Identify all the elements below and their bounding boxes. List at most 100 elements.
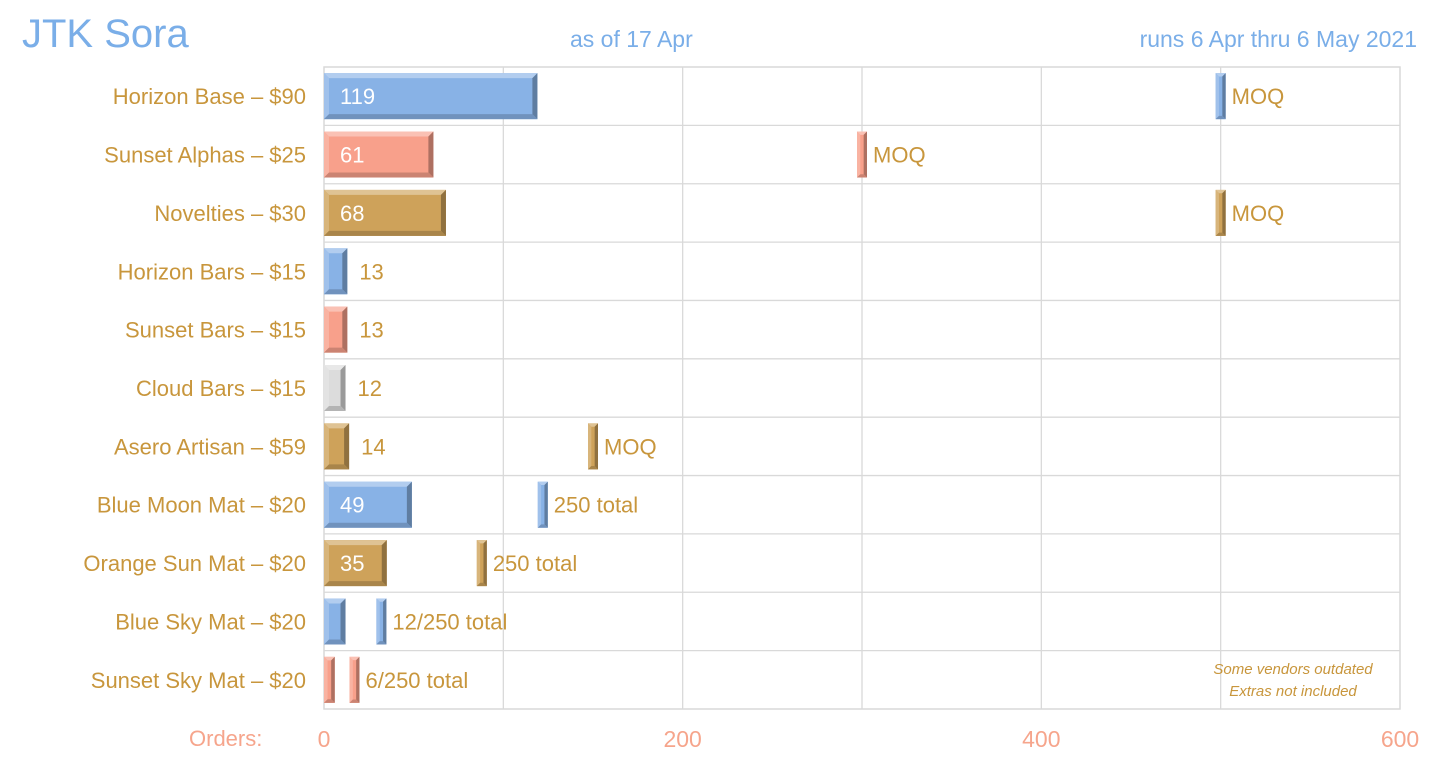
marker-label: 250 total: [554, 493, 638, 518]
bar: [324, 656, 335, 703]
bar: [324, 540, 387, 587]
target-marker-bevel-right: [1222, 73, 1226, 120]
target-marker-bevel-bottom: [1215, 232, 1226, 236]
bar-bevel-right: [342, 306, 348, 353]
marker-label: MOQ: [1232, 201, 1285, 226]
bar-bevel-right: [532, 73, 538, 120]
category-label: Asero Artisan – $59: [114, 434, 306, 459]
x-tick-label: 200: [663, 726, 701, 752]
target-marker-bevel-right: [383, 598, 387, 645]
footnote: Some vendors outdated Extras not include…: [1193, 659, 1393, 703]
bar-bevel-bottom: [324, 114, 538, 120]
bar-bevel-bottom: [324, 172, 434, 178]
target-marker: [476, 540, 487, 587]
bar-bevel-top: [324, 248, 348, 254]
marker-label: 12/250 total: [392, 609, 507, 634]
data-label: 13: [359, 318, 383, 343]
target-marker-bevel-bottom: [537, 524, 548, 528]
marker-label: MOQ: [873, 143, 926, 168]
target-marker-bevel-left: [476, 540, 481, 587]
target-marker-bevel-left: [857, 131, 861, 178]
target-marker-bevel-left: [1215, 189, 1219, 236]
bar: [324, 306, 348, 353]
bar-bevel-left: [324, 131, 329, 178]
category-label: Horizon Base – $90: [113, 84, 306, 109]
bar-bevel-bottom: [324, 522, 412, 528]
chart-title: JTK Sora: [22, 12, 189, 56]
target-marker-face: [376, 598, 387, 645]
bar-face: [324, 656, 335, 703]
bar-face: [324, 365, 346, 411]
orders-axis-label: Orders:: [189, 726, 263, 751]
bar-bevel-top: [324, 598, 346, 604]
target-marker-face: [349, 656, 360, 703]
target-marker-bevel-left: [537, 481, 542, 528]
bar-bevel-left: [324, 248, 329, 295]
target-marker-bevel-top: [1215, 189, 1226, 194]
target-marker-bevel-bottom: [588, 466, 598, 470]
data-label: 13: [359, 259, 383, 284]
target-marker-bevel-left: [376, 598, 380, 645]
target-marker-bevel-top: [376, 598, 387, 602]
data-label: 12: [358, 376, 382, 401]
target-marker-face: [537, 481, 548, 528]
target-marker-bevel-left: [1215, 73, 1219, 120]
bar-bevel-top: [324, 306, 348, 312]
target-marker-bevel-right: [594, 423, 598, 470]
marker-label: MOQ: [604, 434, 657, 459]
category-label: Sunset Bars – $15: [125, 318, 306, 343]
bar: [324, 365, 346, 411]
bar-bevel-bottom: [324, 581, 387, 587]
x-tick-label: 600: [1381, 726, 1419, 752]
bar: [324, 481, 412, 528]
target-marker-face: [1215, 189, 1226, 236]
bar-bevel-left: [324, 540, 329, 587]
x-tick-label: 0: [318, 726, 331, 752]
data-label: 68: [340, 201, 364, 226]
bar-bevel-right: [344, 423, 350, 470]
target-marker-face: [588, 423, 598, 470]
target-marker-bevel-bottom: [476, 582, 487, 587]
bar-bevel-bottom: [324, 639, 346, 645]
bar-bevel-top: [324, 365, 346, 370]
target-marker-bevel-bottom: [349, 699, 360, 703]
target-marker-face: [476, 540, 487, 587]
bar-bevel-right: [440, 189, 446, 236]
target-marker-bevel-bottom: [376, 641, 387, 645]
bar-bevel-left: [324, 189, 329, 236]
as-of-date: as of 17 Apr: [570, 26, 693, 52]
bar-face: [324, 73, 538, 120]
x-tick-label: 400: [1022, 726, 1060, 752]
bar-bevel-right: [340, 365, 346, 411]
target-marker-bevel-right: [483, 540, 487, 587]
bar-bevel-left: [324, 656, 328, 703]
bar-bevel-bottom: [324, 406, 346, 411]
target-marker-bevel-right: [1222, 189, 1226, 236]
target-marker-bevel-top: [1215, 73, 1226, 77]
target-marker-face: [1215, 73, 1226, 120]
bar-face: [324, 540, 387, 587]
data-label: 35: [340, 551, 364, 576]
bar-bevel-right: [428, 131, 434, 178]
bar-bevel-top: [324, 540, 387, 546]
data-label: 119: [340, 84, 375, 109]
target-marker: [1215, 189, 1226, 236]
bar-face: [324, 248, 348, 295]
bar-bevel-bottom: [324, 464, 350, 470]
bar: [324, 131, 434, 178]
target-marker-bevel-bottom: [1215, 115, 1226, 120]
bar-bevel-right: [381, 540, 387, 587]
target-marker-bevel-top: [857, 131, 867, 135]
category-label: Cloud Bars – $15: [136, 376, 306, 401]
bar-bevel-right: [340, 598, 346, 645]
marker-label: 250 total: [493, 551, 577, 576]
bar-bevel-bottom: [324, 230, 446, 236]
target-marker-bevel-left: [349, 656, 353, 703]
bar-bevel-left: [324, 423, 329, 470]
category-label: Novelties – $30: [154, 201, 306, 226]
bar-bevel-top: [324, 423, 350, 429]
category-label: Blue Moon Mat – $20: [97, 493, 306, 518]
bar-face: [324, 598, 346, 645]
bar: [324, 598, 346, 645]
